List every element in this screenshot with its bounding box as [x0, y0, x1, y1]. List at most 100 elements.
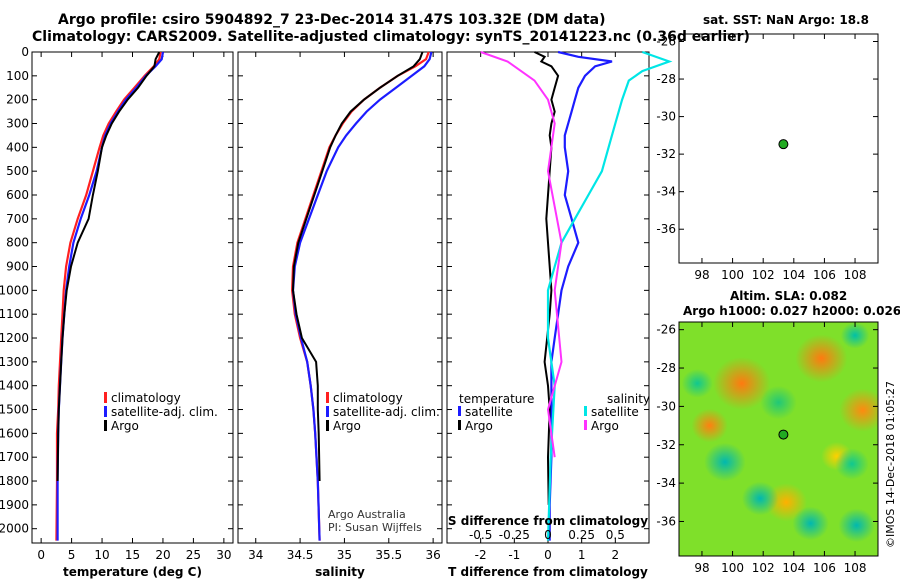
salinity-xtick-label: 34.5: [287, 548, 314, 562]
salinity-legend-swatch: [326, 392, 329, 403]
depth-tick-label: 1500: [0, 403, 29, 417]
map_bottom-xtick-label: 106: [813, 561, 836, 575]
map_bottom-ytick-label: -32: [656, 438, 676, 452]
depth-tick-label: 200: [6, 93, 29, 107]
diff-top-xtick-label: 0.25: [568, 528, 595, 542]
map_top-frame: [678, 33, 879, 264]
temperature-legend-label: climatology: [111, 391, 181, 405]
imos-timestamp: ©IMOS 14-Dec-2018 01:05:27: [884, 381, 897, 548]
diff-top-xtick-label: 0.5: [606, 528, 625, 542]
heatmap-cell: [840, 322, 870, 349]
map_top-ytick-label: -26: [656, 35, 676, 49]
difference-xlabel: T difference from climatology: [448, 565, 648, 579]
difference-xtick-label: -2: [475, 548, 487, 562]
temperature-xtick-label: 25: [186, 548, 201, 562]
salinity-series-argo: [291, 51, 424, 482]
depth-tick-label: 400: [6, 140, 29, 154]
salinity-xtick-label: 35.5: [375, 548, 402, 562]
diff-legend-sal-label: Argo: [591, 419, 619, 433]
salinity-xtick-label: 35: [337, 548, 352, 562]
diff-legend-sal-label: satellite: [591, 405, 639, 419]
depth-tick-label: 700: [6, 212, 29, 226]
temperature-legend-swatch: [104, 420, 107, 431]
map_top-xtick-label: 100: [721, 268, 744, 282]
map_top-xtick-label: 102: [752, 268, 775, 282]
diff-legend-temp-swatch: [458, 406, 461, 416]
diff-top-xtick-label: -0.5: [469, 528, 492, 542]
depth-tick-label: 1200: [0, 331, 29, 345]
map_bottom-xtick-label: 102: [752, 561, 775, 575]
diff-legend-sal-swatch: [584, 406, 587, 416]
map_top-xtick-label: 98: [694, 268, 709, 282]
map_bottom-frame: [678, 321, 879, 557]
map_bottom-xtick-label: 108: [844, 561, 867, 575]
heatmap-cell: [741, 481, 779, 516]
depth-tick-label: 800: [6, 236, 29, 250]
depth-tick-label: 600: [6, 188, 29, 202]
map_bottom-xtick-label: 104: [782, 561, 805, 575]
heatmap-cell: [691, 408, 728, 443]
temperature-xtick-label: 10: [94, 548, 109, 562]
map_bottom-ytick-label: -36: [656, 514, 676, 528]
credit-line1: Argo Australia: [328, 508, 406, 521]
heatmap-cell: [713, 356, 771, 410]
map_top-ytick-label: -32: [656, 147, 676, 161]
salinity-legend-swatch: [326, 406, 329, 417]
heatmap-cell: [838, 508, 875, 543]
diff-legend-temp-label: Argo: [465, 419, 493, 433]
map_bottom-ytick-label: -34: [656, 476, 676, 490]
diff-legend-temp-swatch: [458, 420, 461, 430]
map_top-xtick-label: 106: [813, 268, 836, 282]
salinity-legend-label: Argo: [333, 419, 361, 433]
heatmap-cell: [792, 506, 829, 541]
difference-series-temperature-argo: [534, 51, 560, 505]
heatmap-cell: [835, 448, 869, 480]
depth-tick-label: 100: [6, 69, 29, 83]
diff-legend-temp-label: satellite: [465, 405, 513, 419]
depth-tick-label: 1400: [0, 379, 29, 393]
sla-map-title: Altim. SLA: 0.082: [730, 289, 848, 303]
depth-tick-label: 2000: [0, 522, 29, 536]
temperature-xtick-label: 20: [155, 548, 170, 562]
map_bottom-ytick-label: -28: [656, 361, 676, 375]
depth-tick-label: 1000: [0, 283, 29, 297]
diff-legend-title-salinity: salinity: [607, 392, 650, 406]
salinity-legend-label: satellite-adj. clim.: [333, 405, 440, 419]
temperature-xtick-label: 15: [125, 548, 140, 562]
diff-legend-sal-swatch: [584, 420, 587, 430]
heatmap-cell: [681, 368, 713, 398]
argo-height-title: Argo h1000: 0.027 h2000: 0.026: [683, 304, 900, 318]
map_bottom-argo-float-marker: [778, 429, 789, 440]
salinity-axes-box: [237, 51, 443, 544]
map_bottom-xtick-label: 98: [694, 561, 709, 575]
map_top-xtick-label: 108: [844, 268, 867, 282]
difference-series-salinity-satellite: [546, 50, 673, 541]
depth-tick-label: 1600: [0, 426, 29, 440]
sst-map-background: [679, 34, 878, 263]
figure-title-line1: Argo profile: csiro 5904892_7 23-Dec-201…: [58, 12, 606, 28]
sst-map-title: sat. SST: NaN Argo: 18.8: [703, 13, 869, 27]
temperature-xtick-label: 0: [37, 548, 45, 562]
map_top-ytick-label: -28: [656, 72, 676, 86]
salinity-series-satellite-adj-clim-: [291, 51, 433, 541]
temperature-axes-box: [31, 51, 234, 544]
depth-tick-label: 500: [6, 164, 29, 178]
temperature-legend-swatch: [104, 392, 107, 403]
depth-tick-label: 1700: [0, 450, 29, 464]
difference-xtick-label: -1: [508, 548, 520, 562]
map_top-argo-float-marker: [778, 139, 789, 150]
depth-tick-label: 900: [6, 260, 29, 274]
difference-xtick-label: 0: [544, 548, 552, 562]
map_top-ytick-label: -34: [656, 185, 676, 199]
temperature-xlabel: temperature (deg C): [63, 565, 202, 579]
temperature-legend-label: satellite-adj. clim.: [111, 405, 218, 419]
difference-series-salinity-argo: [480, 51, 563, 458]
depth-tick-label: 1300: [0, 355, 29, 369]
map_bottom-ytick-label: -30: [656, 399, 676, 413]
depth-tick-label: 1800: [0, 474, 29, 488]
temperature-legend-swatch: [104, 406, 107, 417]
credit-line2: PI: Susan Wijffels: [328, 521, 422, 534]
figure-title-line2: Climatology: CARS2009. Satellite-adjuste…: [32, 29, 750, 45]
salinity-legend-label: climatology: [333, 391, 403, 405]
